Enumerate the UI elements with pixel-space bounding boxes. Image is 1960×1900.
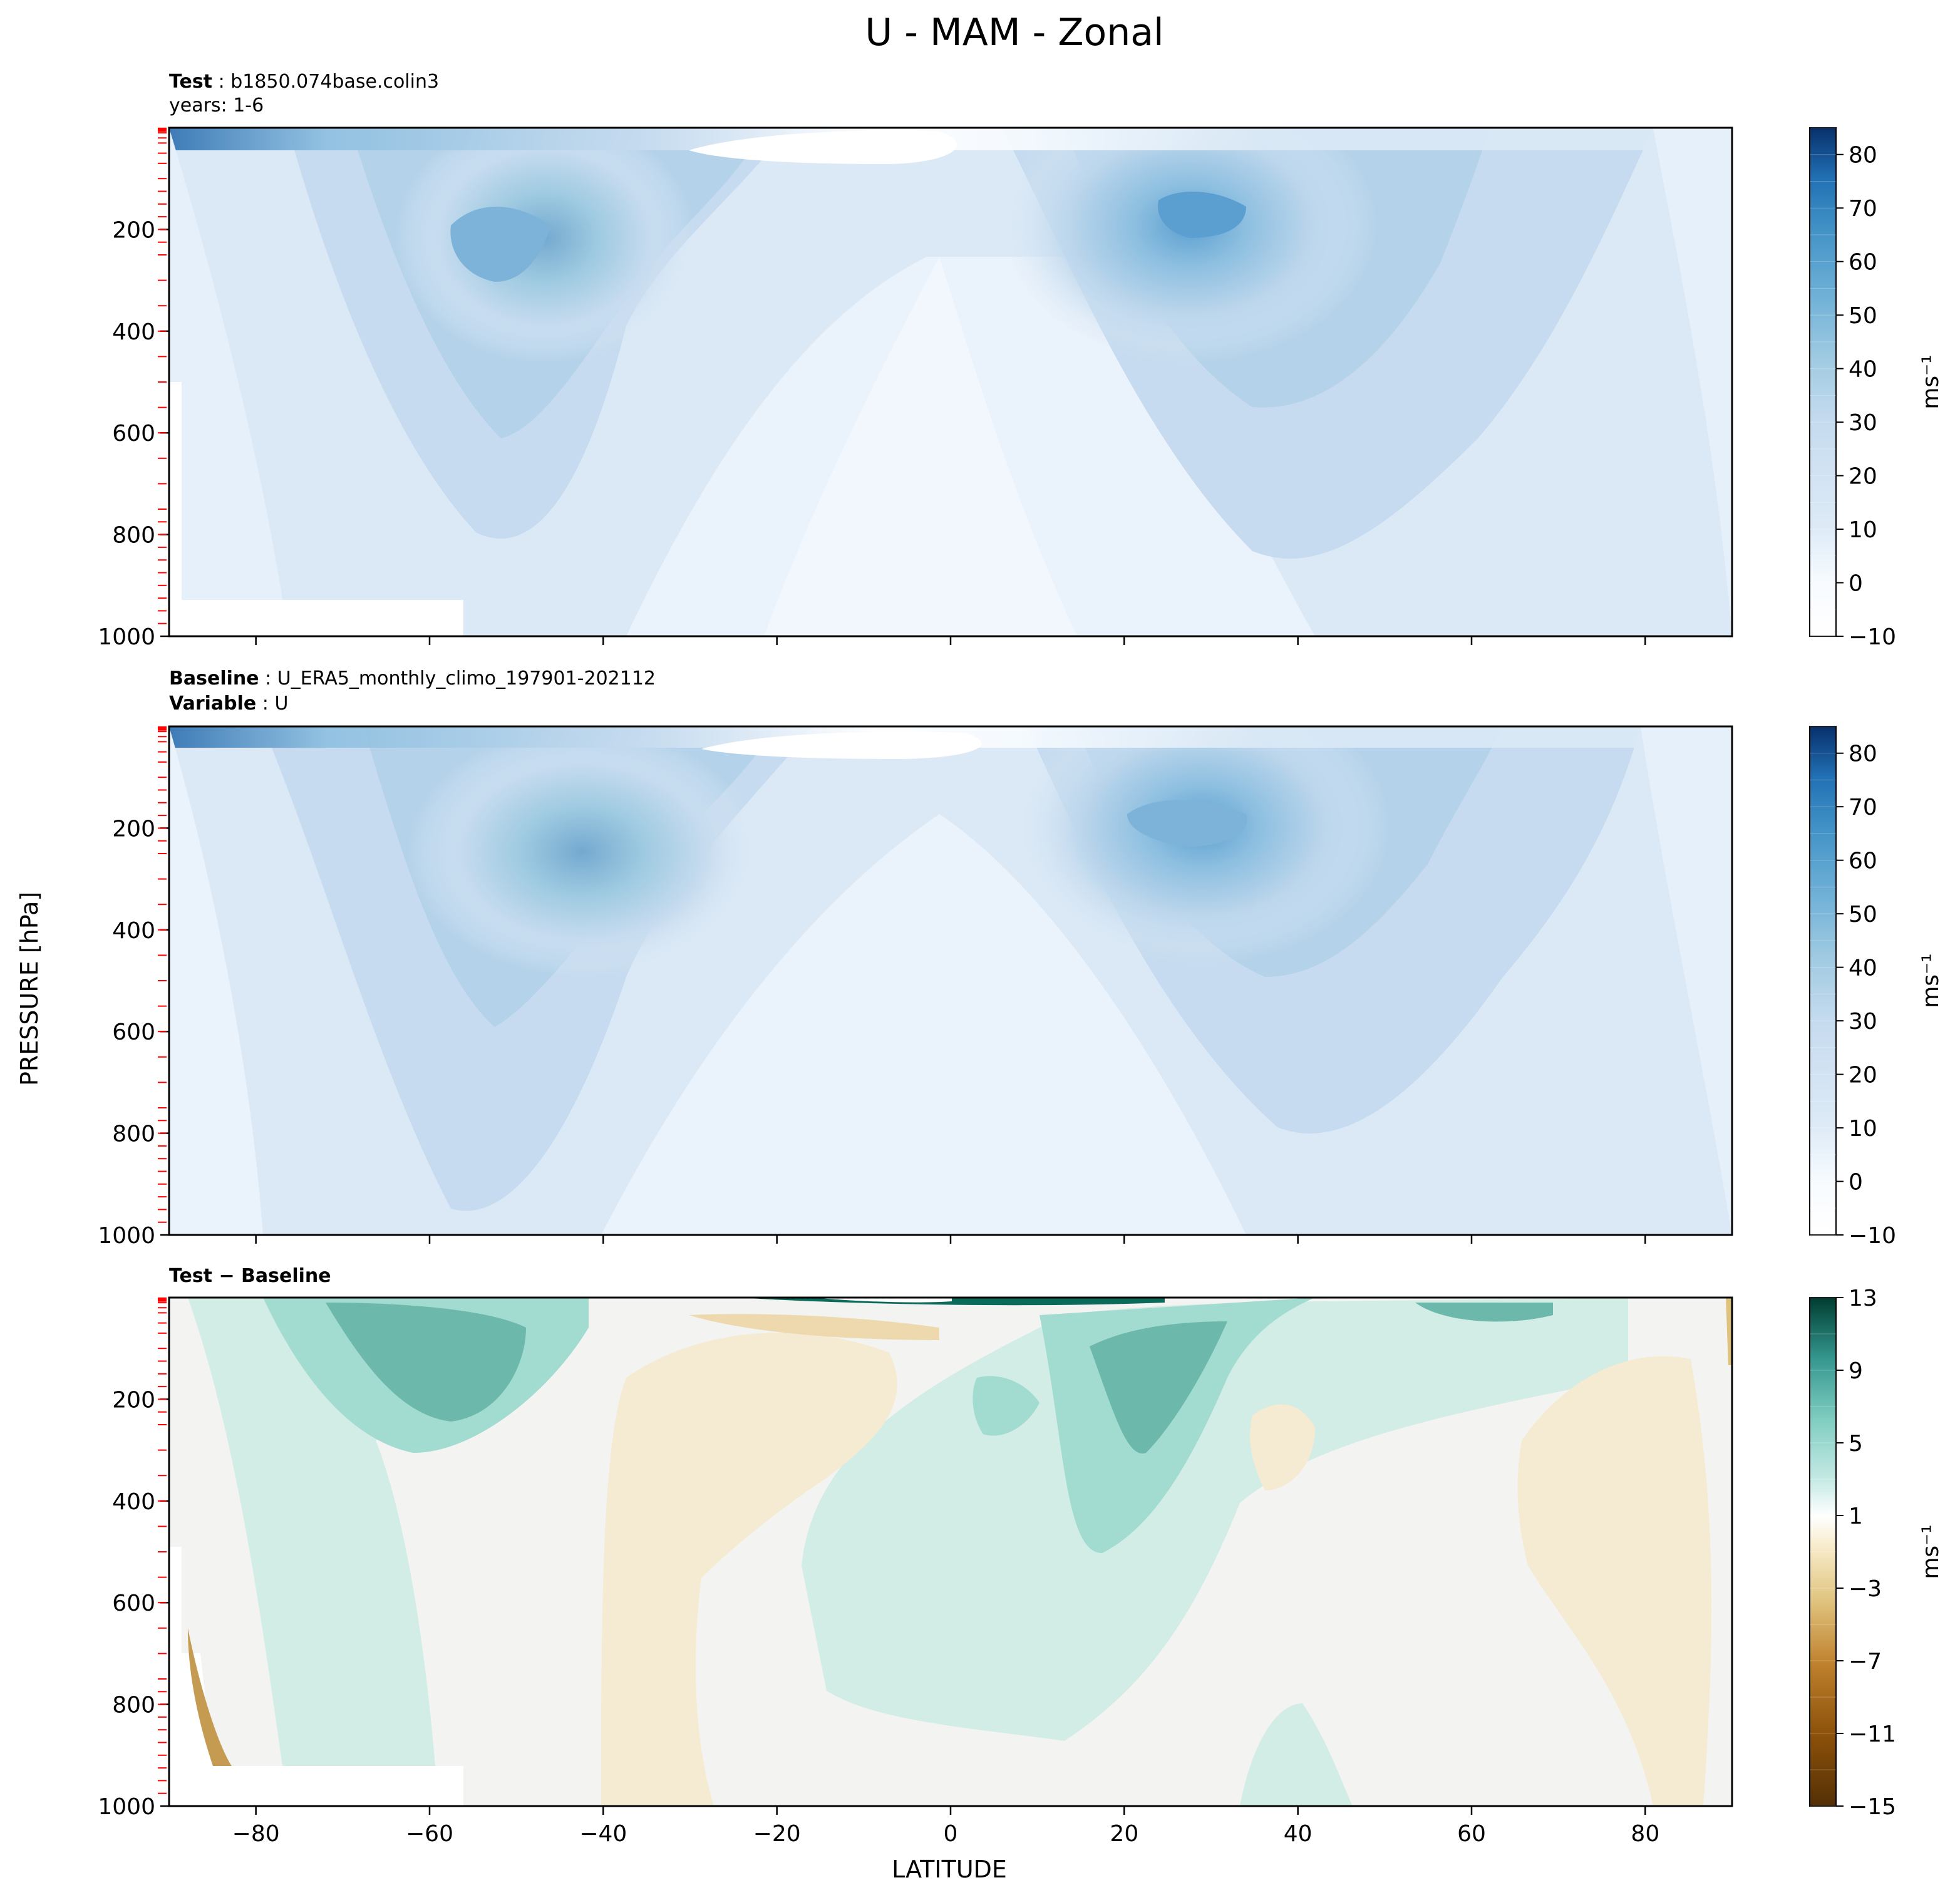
- x-tick-label: −60: [406, 1821, 453, 1847]
- x-tick-label: −80: [232, 1821, 280, 1847]
- colorbar-tick-label: 10: [1849, 1116, 1877, 1142]
- panel-test-case-name: b1850.074base.colin3: [230, 71, 439, 93]
- y-tick-label: 400: [112, 918, 155, 944]
- colorbar-test-label: ms⁻¹: [1918, 354, 1944, 409]
- y-tick-label: 200: [112, 217, 155, 243]
- colorbar-tick-label: 60: [1849, 250, 1877, 276]
- x-axis-label: LATITUDE: [892, 1856, 1007, 1883]
- x-tick-label: −20: [753, 1821, 801, 1847]
- colorbar-tick-label: 70: [1849, 196, 1877, 222]
- panel-difference-contour-field: [169, 1298, 1732, 1806]
- y-tick-label: 600: [112, 421, 155, 447]
- colorbar-tick-label: 5: [1849, 1431, 1863, 1457]
- colorbar-tick-label: 9: [1849, 1358, 1863, 1384]
- panel-test-header-line1: Test : b1850.074base.colin3: [169, 71, 439, 93]
- colorbar-tick-label: 0: [1849, 571, 1863, 597]
- colorbar-ticks-layer: 80 70 60 50 40 30 20 10 0 −10 80 70 60 50 40 30 20 10 0 −10…: [1810, 127, 1896, 1820]
- y-axis-label: PRESSURE [hPa]: [16, 892, 43, 1086]
- colorbar-tick-label: −15: [1849, 1794, 1896, 1820]
- y-tick-label: 1000: [98, 624, 155, 650]
- panel-baseline-variable-label: Variable: [169, 693, 256, 715]
- y-tick-label: 600: [112, 1020, 155, 1045]
- colorbar-tick-label: −10: [1849, 624, 1896, 650]
- colorbar-tick-label: 80: [1849, 143, 1877, 168]
- colorbar-difference-gradient: [1809, 1297, 1837, 1807]
- colorbar-tick-label: 30: [1849, 1009, 1877, 1035]
- y-tick-label: 200: [112, 816, 155, 842]
- x-tick-label: 80: [1631, 1821, 1659, 1847]
- y-tick-label: 800: [112, 1122, 155, 1147]
- y-tick-label: 1000: [98, 1223, 155, 1249]
- colorbar-tick-label: 80: [1849, 741, 1877, 767]
- colorbar-test-gradient: [1809, 127, 1837, 637]
- colorbar-baseline: ms⁻¹: [1809, 726, 1944, 1236]
- colorbar-baseline-gradient: [1809, 726, 1837, 1236]
- y-tick-label: 400: [112, 1489, 155, 1515]
- colorbar-tick-label: 30: [1849, 410, 1877, 436]
- x-tick-label: −40: [579, 1821, 627, 1847]
- panel-test: Test : b1850.074base.colin3 years: 1-6: [168, 71, 1733, 638]
- colorbar-tick-label: 20: [1849, 464, 1877, 490]
- colorbar-tick-label: 70: [1849, 795, 1877, 820]
- panel-baseline-case-name: U_ERA5_monthly_climo_197901-202112: [277, 668, 656, 689]
- x-tick-label: 40: [1284, 1821, 1313, 1847]
- panel-baseline-variable-value: U: [274, 693, 288, 715]
- x-tick-label: 20: [1110, 1821, 1138, 1847]
- y-tick-label: 800: [112, 1693, 155, 1718]
- colorbar-difference: ms⁻¹: [1809, 1297, 1944, 1807]
- colorbar-tick-label: 20: [1849, 1063, 1877, 1088]
- panel-test-years: years: 1-6: [169, 95, 264, 116]
- panel-baseline: Baseline : U_ERA5_monthly_climo_197901-2…: [168, 668, 1733, 1236]
- panel-baseline-contour-field: [169, 726, 1732, 1235]
- colorbar-tick-label: 50: [1849, 303, 1877, 329]
- y-tick-label: 200: [112, 1387, 155, 1413]
- figure-title: U - MAM - Zonal: [865, 11, 1163, 54]
- colorbar-tick-label: 1: [1849, 1504, 1863, 1529]
- panel-baseline-header-line2: Variable : U: [169, 693, 288, 715]
- panel-test-contour-field: [169, 128, 1732, 636]
- colorbar-baseline-label: ms⁻¹: [1918, 953, 1944, 1008]
- colorbar-tick-label: 40: [1849, 357, 1877, 383]
- colorbar-tick-label: 13: [1849, 1286, 1877, 1311]
- y-tick-label: 1000: [98, 1794, 155, 1820]
- y-tick-label: 600: [112, 1591, 155, 1616]
- colorbar-tick-label: 0: [1849, 1170, 1863, 1195]
- colorbar-tick-label: −10: [1849, 1223, 1896, 1249]
- x-tick-label: 0: [944, 1821, 958, 1847]
- colorbar-tick-label: −3: [1849, 1576, 1882, 1602]
- y-tick-label: 800: [112, 523, 155, 549]
- colorbar-test: ms⁻¹: [1809, 127, 1944, 637]
- panel-test-header-bold: Test: [169, 71, 212, 93]
- colorbar-tick-label: −11: [1849, 1722, 1896, 1747]
- colorbar-tick-label: 50: [1849, 902, 1877, 927]
- panel-baseline-header-line1: Baseline : U_ERA5_monthly_climo_197901-2…: [169, 668, 656, 689]
- y-tick-label: 400: [112, 319, 155, 345]
- panel-baseline-header-bold: Baseline: [169, 668, 259, 689]
- colorbar-tick-label: 10: [1849, 517, 1877, 543]
- panel-difference-header: Test − Baseline: [169, 1265, 331, 1287]
- colorbar-tick-label: 60: [1849, 849, 1877, 874]
- colorbar-tick-label: −7: [1849, 1649, 1882, 1675]
- colorbar-tick-label: 40: [1849, 956, 1877, 981]
- colorbar-difference-label: ms⁻¹: [1918, 1524, 1944, 1579]
- panel-difference: Test − Baseline: [168, 1265, 1733, 1807]
- x-tick-label: 60: [1457, 1821, 1486, 1847]
